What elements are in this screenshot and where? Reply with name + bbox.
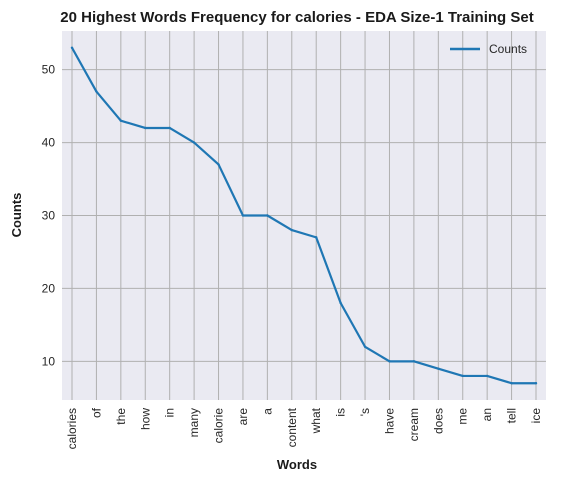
legend: Counts bbox=[450, 42, 527, 56]
x-tick-label: are bbox=[236, 408, 250, 426]
data-point bbox=[144, 126, 147, 130]
x-tick-labels: calories of the how in many calorie are a content… bbox=[65, 407, 543, 449]
data-points bbox=[70, 46, 538, 385]
data-point bbox=[192, 141, 196, 144]
data-point bbox=[534, 382, 538, 385]
data-point bbox=[485, 374, 489, 378]
y-axis-label: Counts bbox=[9, 193, 24, 238]
data-point bbox=[95, 90, 98, 93]
data-point bbox=[339, 301, 342, 305]
x-tick-label: is bbox=[334, 408, 348, 417]
legend-label: Counts bbox=[489, 42, 527, 56]
x-tick-label: what bbox=[309, 407, 323, 434]
data-point bbox=[266, 214, 269, 217]
data-point bbox=[510, 382, 513, 385]
x-tick-label: a bbox=[260, 408, 274, 415]
x-tick-label: 's bbox=[358, 408, 372, 416]
data-point bbox=[119, 119, 123, 122]
x-tick-label: many bbox=[187, 408, 201, 437]
x-tick-label: calorie bbox=[212, 408, 226, 444]
data-point bbox=[70, 46, 74, 49]
x-tick-label: how bbox=[138, 408, 152, 430]
x-tick-label: content bbox=[285, 407, 299, 447]
y-tick-label: 10 bbox=[42, 354, 56, 368]
data-point bbox=[363, 345, 367, 348]
x-tick-label: tell bbox=[505, 408, 519, 423]
x-axis-label: Words bbox=[277, 457, 317, 472]
data-point bbox=[315, 236, 318, 239]
y-tick-label: 50 bbox=[42, 63, 56, 77]
x-tick-label: in bbox=[163, 408, 177, 417]
data-point bbox=[388, 360, 391, 363]
x-tick-label: the bbox=[114, 408, 128, 425]
data-point bbox=[241, 214, 245, 217]
x-tick-label: cream bbox=[407, 408, 421, 441]
chart-title: 20 Highest Words Frequency for calories … bbox=[60, 9, 533, 26]
grid-layer bbox=[62, 31, 546, 400]
x-tick-label: of bbox=[89, 407, 103, 418]
x-tick-label: does bbox=[431, 408, 445, 434]
data-point bbox=[168, 126, 171, 130]
data-point bbox=[412, 360, 416, 363]
y-tick-labels: 10 20 30 40 50 bbox=[42, 63, 56, 369]
data-point bbox=[290, 228, 293, 232]
data-point bbox=[437, 367, 440, 370]
y-tick-label: 30 bbox=[42, 209, 56, 223]
data-point bbox=[461, 374, 464, 378]
data-point bbox=[217, 163, 220, 166]
x-tick-label: ice bbox=[529, 408, 543, 424]
x-tick-label: calories bbox=[65, 408, 79, 449]
series-line-counts bbox=[70, 46, 538, 385]
x-tick-label: an bbox=[480, 408, 494, 421]
x-tick-label: have bbox=[382, 408, 396, 434]
x-tick-label: me bbox=[456, 408, 470, 425]
y-tick-label: 40 bbox=[42, 136, 56, 150]
y-tick-label: 20 bbox=[42, 281, 56, 295]
